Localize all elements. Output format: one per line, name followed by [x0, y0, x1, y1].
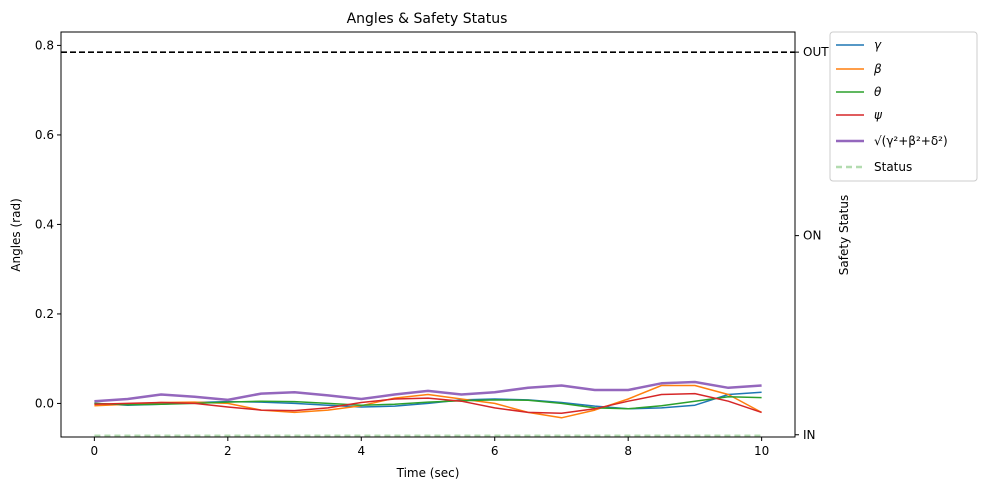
y2-tick-label: OUT: [803, 45, 829, 59]
x-tick-label: 2: [224, 444, 232, 458]
legend-label: β: [873, 62, 882, 76]
x-tick-label: 8: [624, 444, 632, 458]
legend-label: √(γ²+β²+δ²): [874, 134, 948, 148]
y2-axis-label: Safety Status: [837, 195, 851, 275]
y-tick-label: 0.6: [35, 128, 54, 142]
y-axis-label: Angles (rad): [9, 198, 23, 271]
series-line-4: [94, 380, 762, 403]
y-tick-label: 0.2: [35, 307, 54, 321]
y-tick-label: 0.8: [35, 38, 54, 52]
x-tick-label: 10: [754, 444, 769, 458]
x-tick-label: 6: [491, 444, 499, 458]
y2-tick-label: IN: [803, 428, 816, 442]
axes-frame: [60, 31, 796, 438]
legend-label: Status: [874, 160, 912, 174]
y2-tick-label: ON: [803, 229, 821, 243]
x-axis-label: Time (sec): [396, 466, 460, 480]
legend-label: γ: [874, 38, 882, 52]
legend-label: θ: [874, 85, 882, 99]
y-tick-label: 0.0: [35, 396, 54, 410]
x-tick-label: 4: [357, 444, 365, 458]
y-tick-label: 0.4: [35, 217, 54, 231]
series-line-2: [94, 395, 762, 410]
legend-label: ψ: [874, 108, 883, 122]
x-tick-label: 0: [91, 444, 99, 458]
series-line-3: [94, 392, 762, 415]
chart-title: Angles & Safety Status: [347, 11, 508, 27]
